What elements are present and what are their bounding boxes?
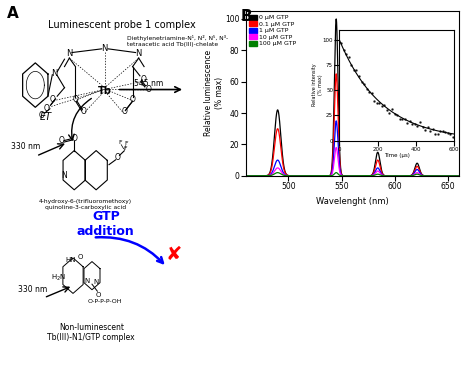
Text: O: O: [95, 292, 101, 297]
Text: Non-luminescent
Tb(III)-N1/GTP complex: Non-luminescent Tb(III)-N1/GTP complex: [47, 323, 135, 342]
Text: N: N: [85, 278, 90, 284]
Text: O: O: [71, 134, 77, 143]
Text: Luminescent probe 1 complex: Luminescent probe 1 complex: [48, 20, 196, 30]
Text: N: N: [66, 49, 73, 58]
X-axis label: Wavelenght (nm): Wavelenght (nm): [316, 196, 388, 206]
Text: 545 nm: 545 nm: [134, 79, 163, 88]
Text: O: O: [77, 254, 82, 260]
Text: O: O: [50, 95, 56, 104]
Text: ✘: ✘: [166, 245, 182, 264]
Y-axis label: Relative luminescence
(% max): Relative luminescence (% max): [204, 50, 224, 137]
Text: O: O: [141, 75, 146, 84]
Text: 330 nm: 330 nm: [18, 285, 48, 294]
Text: A: A: [7, 6, 19, 21]
Text: O: O: [146, 85, 151, 94]
Text: O-P-P-P-OH: O-P-P-P-OH: [88, 299, 122, 304]
Text: GTP
addition: GTP addition: [77, 210, 135, 238]
Text: N: N: [93, 279, 98, 285]
Text: O: O: [81, 107, 87, 116]
Text: HN: HN: [66, 257, 76, 263]
Text: O: O: [121, 107, 127, 116]
Text: ET: ET: [40, 111, 52, 121]
Text: N: N: [102, 44, 108, 53]
Legend: 0 μM GTP, 0.1 μM GTP, 1 μM GTP, 10 μM GTP, 100 μM GTP: 0 μM GTP, 0.1 μM GTP, 1 μM GTP, 10 μM GT…: [249, 14, 297, 47]
Text: F: F: [123, 146, 127, 151]
Text: F: F: [124, 141, 128, 146]
Text: N: N: [51, 70, 58, 78]
Text: H$_2$N: H$_2$N: [51, 272, 66, 283]
Text: 4-hydroxy-6-(trifluoromethoxy)
quinoline-3-carboxylic acid: 4-hydroxy-6-(trifluoromethoxy) quinoline…: [39, 199, 132, 210]
Text: F: F: [118, 140, 122, 145]
X-axis label: Time (μs): Time (μs): [384, 153, 410, 158]
Text: O: O: [115, 153, 120, 162]
Text: O: O: [58, 136, 64, 145]
Text: Tb: Tb: [98, 85, 111, 96]
Text: 330 nm: 330 nm: [11, 142, 40, 151]
Text: O: O: [130, 95, 136, 104]
Text: B: B: [241, 9, 253, 24]
Text: O: O: [44, 104, 50, 112]
Text: Diethylenetriamine-N¹, N², N⁵, N³-
tetraacetic acid Tb(III)-chelate: Diethylenetriamine-N¹, N², N⁵, N³- tetra…: [126, 35, 227, 47]
Text: N: N: [136, 49, 142, 58]
Y-axis label: Relative intensity
(% max): Relative intensity (% max): [312, 64, 322, 107]
Text: O: O: [38, 111, 44, 120]
Text: O: O: [73, 95, 78, 104]
Text: N: N: [61, 171, 67, 179]
